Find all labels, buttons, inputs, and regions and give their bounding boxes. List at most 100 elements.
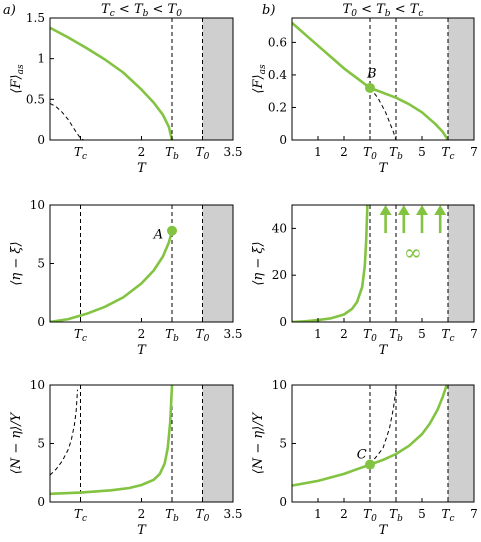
x-tick-label: Tb (389, 507, 403, 524)
y-tick-label: 0.4 (268, 68, 287, 82)
panel-label: b) (262, 3, 275, 18)
chart-panel-a3: Tc 2 Tb T0 3.5 0 5 10 T ⟨N − η⟩/Y (9, 378, 243, 538)
x-tick-label: 2 (138, 327, 146, 341)
x-tick-label: Tc (74, 507, 87, 524)
series-dashed-line (50, 102, 203, 140)
shaded-region (202, 385, 233, 502)
shaded-region (448, 18, 474, 140)
x-tick-label: Tb (165, 327, 179, 344)
x-axis-label: T (137, 343, 147, 358)
point-marker (365, 459, 375, 470)
x-axis-label: T (137, 161, 147, 176)
x-axis-label: T (137, 523, 147, 538)
x-tick-label: Tc (441, 145, 454, 162)
x-tick-label: 7 (470, 145, 478, 159)
x-tick-label: 3.5 (223, 327, 242, 341)
x-tick-label: 1 (314, 507, 322, 521)
x-tick-label: T0 (363, 145, 377, 162)
x-tick-label: T0 (363, 507, 377, 524)
divergence-arrow (434, 205, 447, 234)
y-axis-label: ⟨N − η⟩/Y (9, 411, 24, 474)
x-tick-label: Tc (74, 327, 87, 344)
series-line (50, 230, 174, 322)
chart-panel-a2: A Tc 2 Tb T0 3.5 0 5 10 T ⟨η − ξ⟩ (9, 198, 243, 358)
shaded-region (202, 205, 233, 322)
x-tick-label: 3.5 (223, 507, 242, 521)
y-tick-label: 0.5 (26, 92, 45, 106)
x-tick-label: 3.5 (223, 145, 242, 159)
x-tick-label: 1 (314, 327, 322, 341)
y-tick-label: 40 (272, 221, 287, 235)
x-axis-label: T (379, 343, 389, 358)
chart-panel-a1: Tc 2 Tb T0 3.5 0 0.5 1 1.5 T ⟨F⟩as a) Tc < Tb < T0 (3, 2, 243, 176)
series-line (292, 21, 450, 140)
x-tick-label: 5 (418, 327, 426, 341)
x-tick-label: 5 (418, 507, 426, 521)
y-axis-label: ⟨F⟩as (9, 64, 26, 94)
axes-frame (291, 204, 475, 323)
x-tick-label: T0 (196, 507, 210, 524)
y-tick-label: 0 (37, 315, 45, 329)
panel-title: T0 < Tb < Tc (343, 2, 424, 19)
series-line (292, 205, 369, 322)
chart-panel-b2: ∞ 1 2 T0 Tb 5 Tc 7 0 20 40 T ⟨η − ξ⟩ (251, 204, 478, 358)
chart-panel-b3: C 1 2 T0 Tb 5 Tc 7 0 5 10 T ⟨N − η⟩/Y (251, 378, 478, 538)
x-tick-label: 7 (470, 327, 478, 341)
y-tick-label: 0 (279, 495, 287, 509)
x-tick-label: 2 (340, 327, 348, 341)
point-annotation: C (357, 447, 367, 462)
x-tick-label: T0 (196, 327, 210, 344)
shaded-region (202, 18, 233, 140)
y-tick-label: 10 (30, 198, 45, 212)
y-axis-label: ⟨N − η⟩/Y (251, 411, 266, 474)
shaded-region (448, 385, 474, 502)
axes-frame (291, 17, 475, 141)
divergence-arrow (397, 205, 410, 234)
x-tick-label: Tc (74, 145, 87, 162)
y-tick-label: 5 (279, 437, 287, 451)
y-tick-label: 1 (37, 52, 45, 66)
panel-title: Tc < Tb < T0 (101, 2, 182, 19)
panel-label: a) (3, 3, 16, 18)
x-tick-label: 2 (138, 507, 146, 521)
y-axis-label: ⟨η − ξ⟩ (251, 241, 266, 285)
y-axis-label: ⟨η − ξ⟩ (9, 241, 24, 285)
x-tick-label: Tc (441, 327, 454, 344)
x-tick-label: Tb (165, 507, 179, 524)
x-tick-label: 2 (340, 507, 348, 521)
divergence-arrow (416, 205, 428, 234)
x-tick-label: 5 (418, 145, 426, 159)
y-tick-label: 0.6 (268, 35, 287, 49)
x-tick-label: T0 (196, 145, 210, 162)
x-tick-label: 1 (314, 145, 322, 159)
x-tick-label: 7 (470, 507, 478, 521)
y-tick-label: 10 (272, 378, 287, 392)
series-dashed-line (50, 389, 78, 476)
series-line (50, 385, 174, 496)
series-dashed-line (369, 389, 397, 465)
axes-frame (291, 384, 475, 503)
y-tick-label: 0 (37, 133, 45, 147)
y-tick-label: 0 (37, 495, 45, 509)
infinity-label: ∞ (404, 241, 422, 266)
series-dashed-line (369, 87, 448, 140)
series-line (292, 385, 448, 487)
y-tick-label: 10 (30, 378, 45, 392)
y-axis-label: ⟨F⟩as (251, 64, 268, 94)
x-tick-label: Tb (165, 145, 179, 162)
y-tick-label: 0 (279, 133, 287, 147)
y-tick-label: 20 (272, 268, 287, 282)
shaded-region (448, 205, 474, 322)
x-tick-label: T0 (363, 327, 377, 344)
x-axis-label: T (379, 523, 389, 538)
point-marker (167, 225, 177, 236)
x-tick-label: 2 (138, 145, 146, 159)
y-tick-label: 0 (279, 315, 287, 329)
y-tick-label: 1.5 (26, 11, 45, 25)
chart-panel-b1: B 1 2 T0 Tb 5 Tc 7 0 0.2 0.4 0.6 T ⟨F⟩as b) T0 < Tb < T… (251, 2, 478, 176)
y-tick-label: 0.2 (268, 100, 287, 114)
point-annotation: B (366, 66, 377, 81)
point-annotation: A (153, 227, 163, 242)
y-tick-label: 5 (37, 437, 45, 451)
